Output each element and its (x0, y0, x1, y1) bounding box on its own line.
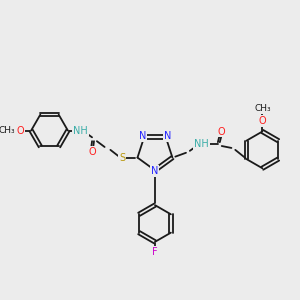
Text: N: N (151, 166, 159, 176)
Text: S: S (119, 153, 125, 163)
Text: O: O (259, 116, 266, 126)
Text: NH: NH (73, 125, 88, 136)
Text: CH₃: CH₃ (0, 126, 15, 135)
Text: N: N (164, 131, 171, 141)
Text: F: F (152, 247, 158, 256)
Text: N: N (139, 131, 146, 141)
Text: O: O (17, 125, 24, 136)
Text: O: O (218, 127, 226, 136)
Text: NH: NH (194, 139, 209, 149)
Text: CH₃: CH₃ (254, 104, 271, 113)
Text: O: O (88, 147, 96, 157)
